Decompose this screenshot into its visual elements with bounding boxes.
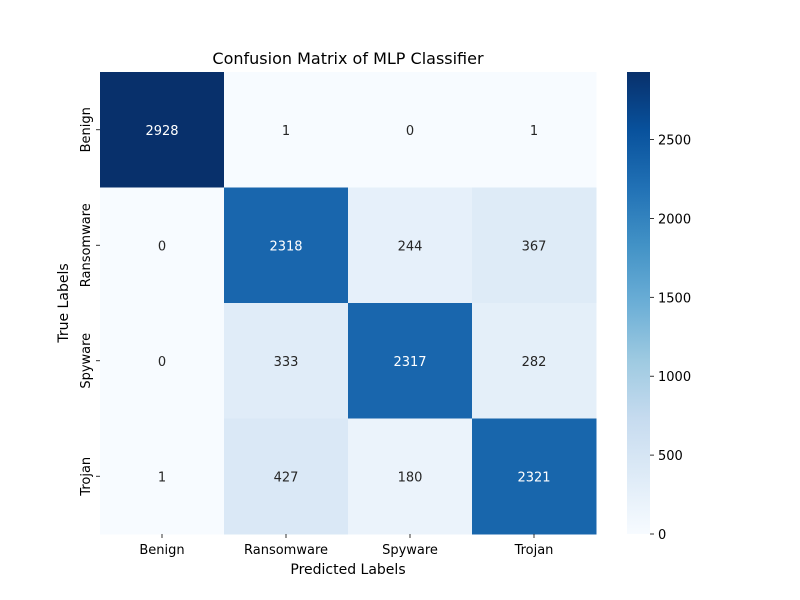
heatmap-cell: [100, 418, 225, 535]
x-tick-label: Trojan: [514, 543, 554, 558]
cell-value-label: 0: [158, 355, 166, 370]
cell-value-label: 244: [398, 239, 423, 254]
cell-value-label: 1: [158, 470, 166, 485]
colorbar-tick-label: 0: [658, 528, 666, 543]
chart-title: Confusion Matrix of MLP Classifier: [212, 49, 484, 68]
heatmap-cell: [224, 418, 349, 535]
cell-value-label: 367: [522, 239, 547, 254]
heatmap-cell: [224, 72, 349, 188]
heatmap-cells: [100, 72, 597, 535]
y-axis-label: True Labels: [56, 263, 72, 343]
heatmap-cell: [472, 303, 597, 419]
x-axis-label: Predicted Labels: [290, 562, 405, 578]
colorbar-tick-label: 500: [658, 449, 683, 464]
heatmap-cell: [472, 418, 597, 535]
cell-value-label: 1: [282, 124, 290, 139]
cell-value-label: 1: [530, 124, 538, 139]
y-tick-label: Trojan: [79, 457, 94, 497]
cell-value-label: 333: [274, 355, 299, 370]
colorbar: [627, 72, 650, 534]
cell-value-label: 427: [274, 470, 299, 485]
cell-value-label: 2317: [393, 355, 426, 370]
colorbar-tick-label: 1500: [658, 291, 691, 306]
heatmap-cell: [100, 303, 225, 419]
colorbar-ticks: 0 500 1000 1500 2000 2500: [650, 134, 691, 543]
heatmap-cell: [348, 187, 473, 304]
heatmap-cell: [472, 187, 597, 304]
cell-value-label: 0: [158, 239, 166, 254]
cell-value-label: 2928: [145, 124, 178, 139]
heatmap-cell: [100, 187, 225, 304]
heatmap-cell: [348, 72, 473, 188]
y-tick-label: Spyware: [79, 333, 94, 389]
heatmap-cell: [348, 303, 473, 419]
colorbar-tick-label: 2500: [658, 134, 691, 149]
y-tick-label: Benign: [79, 107, 94, 152]
heatmap-cell-labels: 2928 1 0 1 0 2318 244 367 0 333 2317 282 1 427 180 2321: [145, 124, 550, 486]
heatmap-cell: [472, 72, 597, 188]
cell-value-label: 0: [406, 124, 414, 139]
cell-value-label: 282: [522, 355, 547, 370]
heatmap-cell: [224, 303, 349, 419]
cell-value-label: 180: [398, 470, 423, 485]
heatmap-cell: [348, 418, 473, 535]
cell-value-label: 2318: [269, 239, 302, 254]
heatmap-cell: [224, 187, 349, 304]
y-axis: Benign Ransomware Spyware Trojan: [79, 107, 100, 497]
colorbar-tick-label: 2000: [658, 212, 691, 227]
x-tick-label: Benign: [139, 543, 184, 558]
x-tick-label: Spyware: [382, 543, 438, 558]
y-tick-label: Ransomware: [79, 203, 94, 287]
x-axis: Benign Ransomware Spyware Trojan: [139, 534, 553, 558]
heatmap-cell: [100, 72, 225, 188]
cell-value-label: 2321: [517, 470, 550, 485]
colorbar-tick-label: 1000: [658, 370, 691, 385]
x-tick-label: Ransomware: [244, 543, 328, 558]
